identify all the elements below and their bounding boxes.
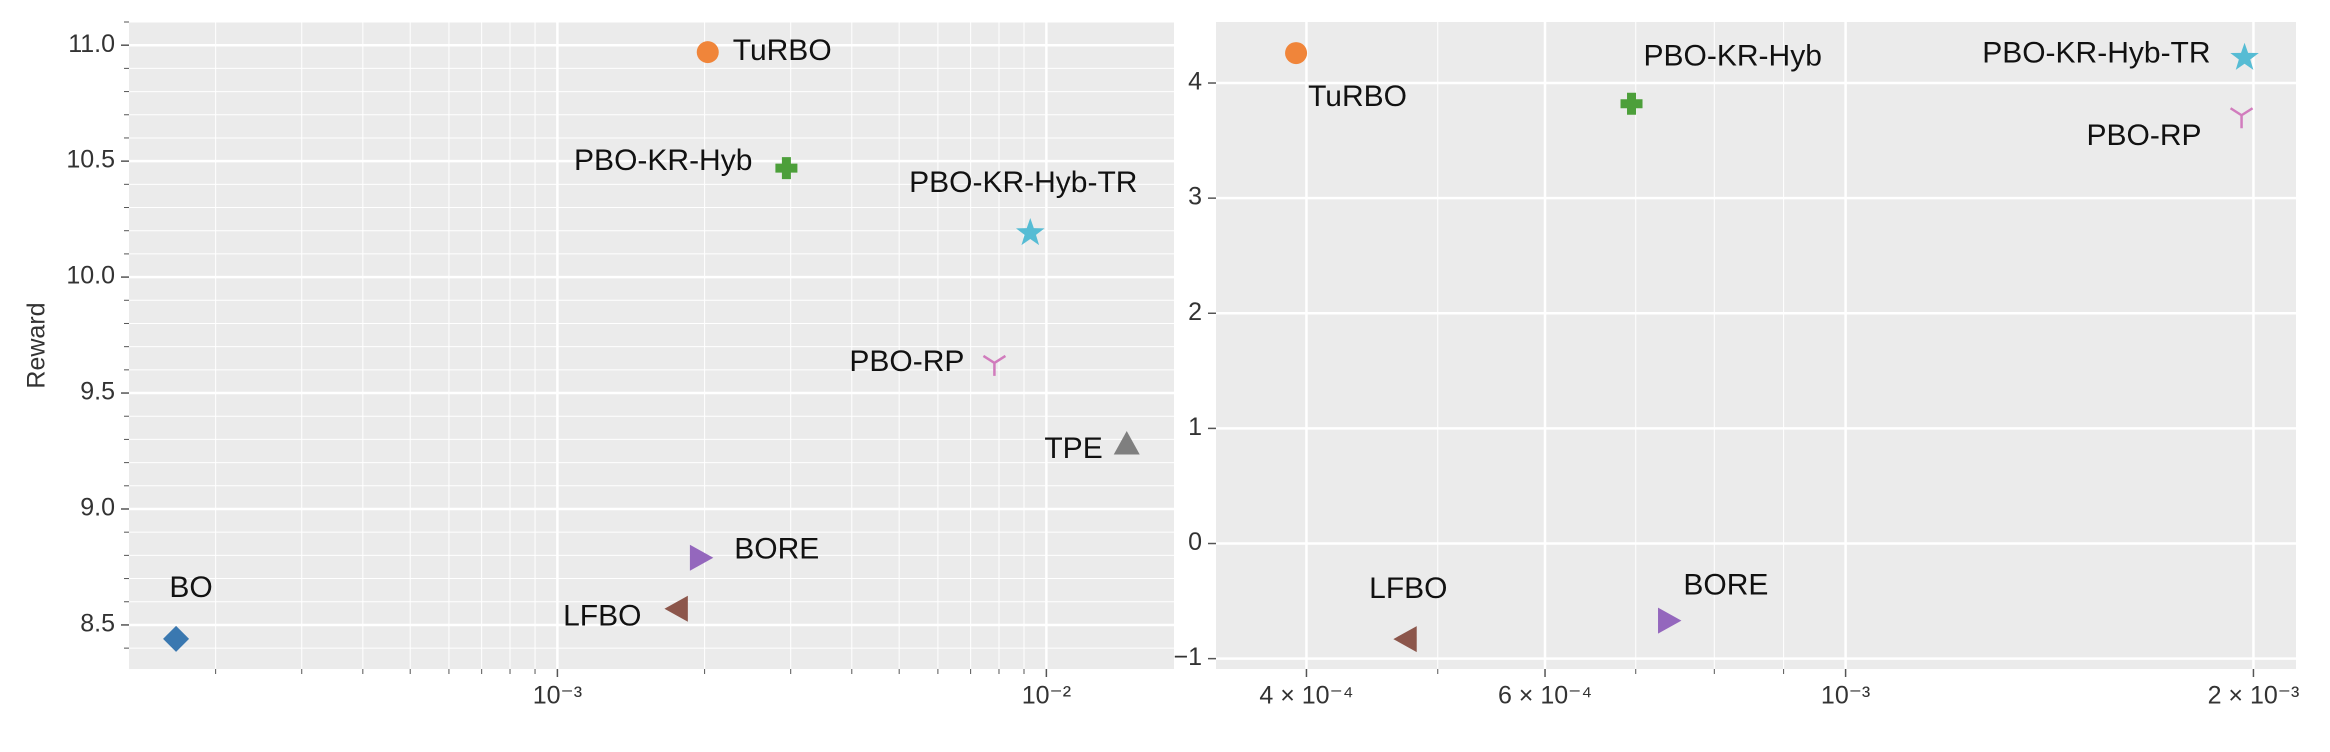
point <box>1620 92 1643 115</box>
point-label: PBO-KR-Hyb-TR <box>1982 37 2210 70</box>
point <box>664 595 688 622</box>
x-tick-label: 2 × 10⁻³ <box>2208 682 2300 710</box>
point-label: PBO-KR-Hyb <box>1644 40 1822 73</box>
point <box>1285 42 1308 65</box>
point-label: TPE <box>1044 432 1102 465</box>
point-label: BORE <box>734 533 819 566</box>
y-tick-label: 3 <box>1188 183 1202 211</box>
point-label: PBO-KR-Hyb <box>574 144 752 177</box>
point-label: BORE <box>1683 569 1768 602</box>
y-tick-label: 9.0 <box>80 494 115 522</box>
x-tick-label: 10⁻² <box>1022 682 1071 710</box>
point <box>689 544 714 571</box>
point <box>982 354 1007 376</box>
point-label: TuRBO <box>733 34 832 67</box>
point <box>1393 626 1417 653</box>
y-tick-label: 4 <box>1188 68 1202 96</box>
y-tick-label: 9.5 <box>80 378 115 406</box>
point-label: BO <box>169 571 212 604</box>
x-tick-label: 6 × 10⁻⁴ <box>1498 682 1592 710</box>
point <box>2230 42 2259 70</box>
point <box>163 625 190 652</box>
point <box>1658 607 1682 634</box>
y-tick-label: 11.0 <box>68 30 115 58</box>
y-tick-label: 10.0 <box>66 262 115 290</box>
point <box>696 41 719 64</box>
y-tick-label: 10.5 <box>66 146 115 174</box>
y-tick-label: 1 <box>1188 413 1202 441</box>
chart: 4 × 10⁻⁴ 6 × 10⁻⁴ 10⁻³ 2 × 10⁻³ −1 0 1 2 3 4 TuRBO… <box>1173 22 2299 710</box>
plot-area <box>129 22 1174 669</box>
point-label: LFBO <box>563 600 641 633</box>
x-tick-label: 4 × 10⁻⁴ <box>1259 682 1353 710</box>
point-label: PBO-KR-Hyb-TR <box>909 166 1137 199</box>
y-tick-label: −1 <box>1173 643 1202 671</box>
point-label: PBO-RP <box>849 345 964 378</box>
point-label: LFBO <box>1369 572 1447 605</box>
chart: 10⁻³ 10⁻² 8.5 9.0 9.5 10.0 10.5 11.0 Reward TuRBO… <box>23 21 1174 710</box>
x-tick-label: 10⁻³ <box>533 682 582 710</box>
plot-area <box>1216 22 2296 669</box>
y-tick-label: 0 <box>1188 528 1202 556</box>
point <box>2229 107 2254 129</box>
x-tick-label: 10⁻³ <box>1821 682 1870 710</box>
y-tick-label: 2 <box>1188 298 1202 326</box>
point <box>775 157 798 180</box>
point-label: PBO-RP <box>2087 119 2202 152</box>
y-axis-label: Reward <box>23 302 51 388</box>
point <box>1016 218 1045 246</box>
point <box>1113 431 1140 455</box>
y-tick-label: 8.5 <box>80 610 115 638</box>
point-label: TuRBO <box>1308 80 1407 113</box>
